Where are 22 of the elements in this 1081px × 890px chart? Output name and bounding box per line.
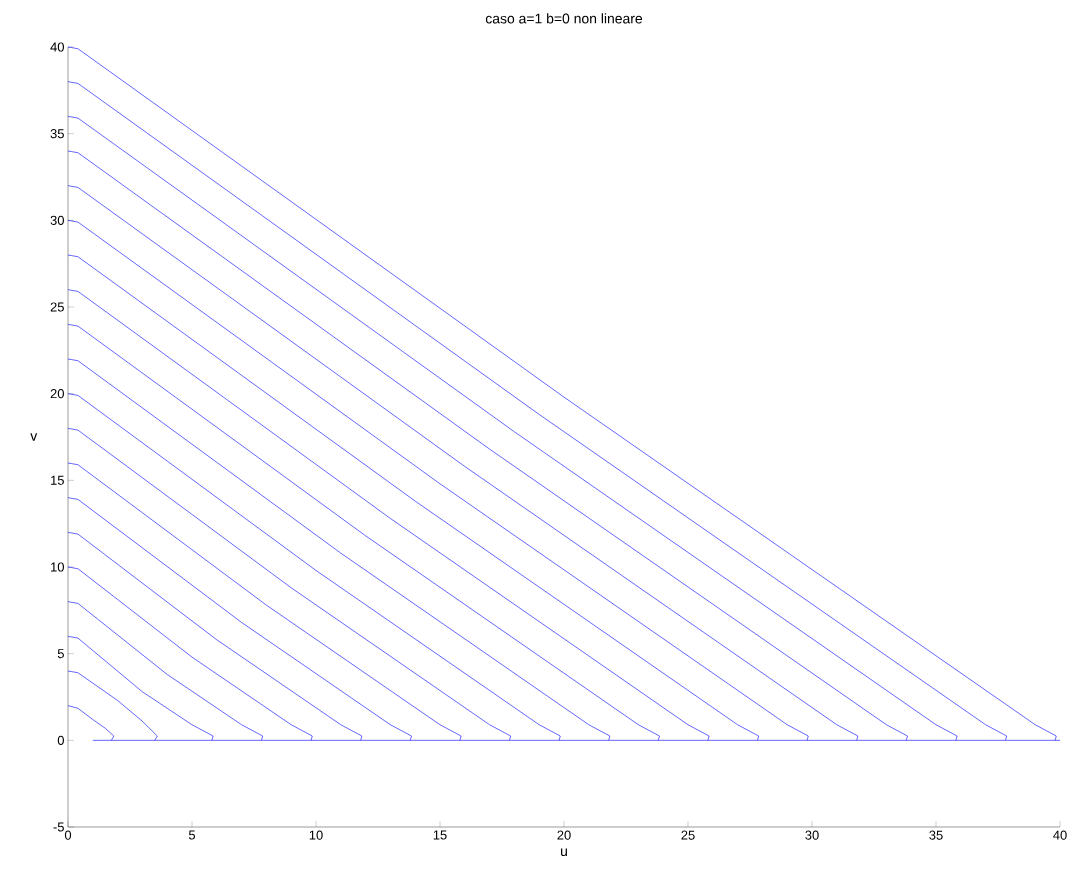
x-tick-label: 40	[1053, 830, 1067, 840]
chart-title: caso a=1 b=0 non lineare	[485, 13, 643, 24]
y-tick-label: -5	[53, 822, 64, 832]
y-tick-label: 25	[50, 302, 64, 312]
y-tick-label: 10	[51, 562, 64, 572]
x-tick-label: 0	[64, 830, 72, 840]
x-tick-label: 5	[188, 830, 196, 840]
y-tick-label: 30	[50, 215, 64, 225]
y-tick-label: 15	[51, 475, 64, 485]
y-tick-label: 35	[50, 129, 64, 139]
y-tick-label: 40	[50, 42, 64, 52]
y-axis-title: v	[30, 433, 38, 441]
y-tick-label: 0	[57, 735, 64, 745]
x-tick-label: 10	[309, 830, 323, 840]
x-tick-label: 25	[681, 830, 695, 840]
x-axis-title: u	[561, 848, 567, 857]
x-tick-label: 30	[805, 830, 819, 840]
y-tick-label: 20	[50, 389, 64, 399]
x-tick-label: 35	[929, 830, 943, 840]
x-tick-label: 15	[433, 830, 447, 840]
y-tick-label: 5	[57, 649, 64, 659]
x-tick-label: 20	[557, 830, 571, 840]
